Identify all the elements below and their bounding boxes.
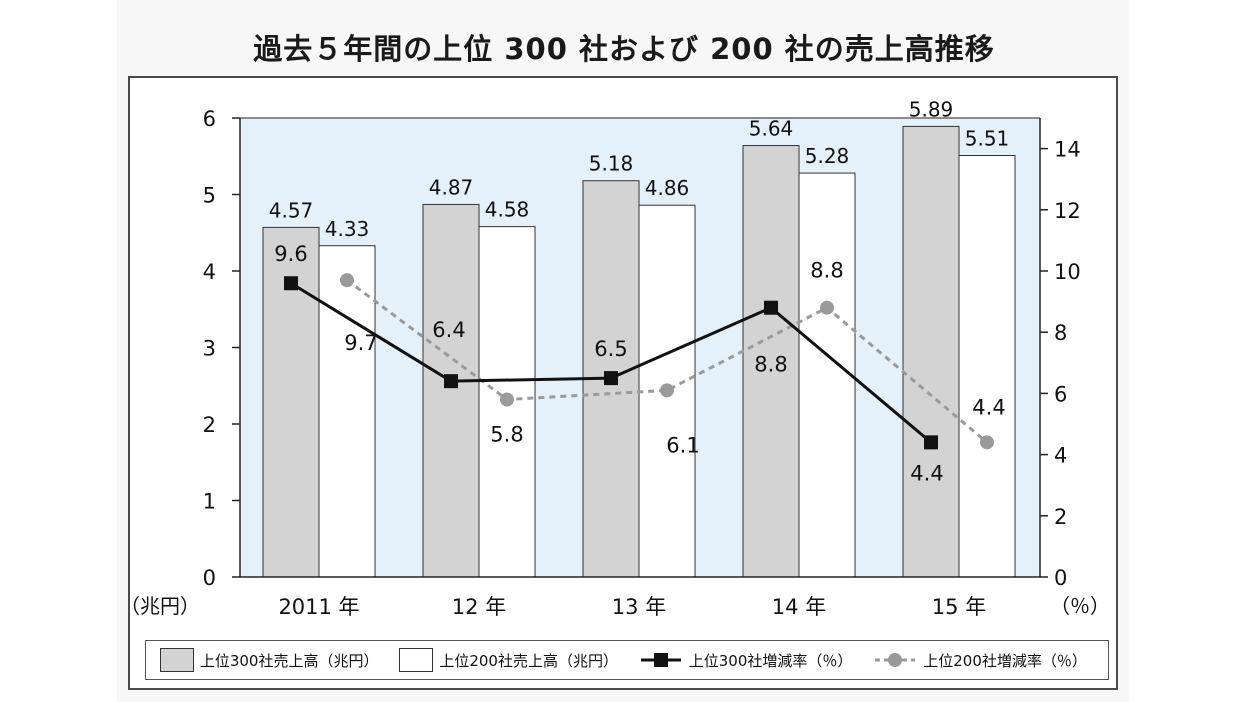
bar-label-top300: 5.64 [749, 117, 794, 141]
x-tick-label: 13 年 [612, 595, 666, 619]
left-tick-label: 2 [203, 413, 216, 437]
legend-item-top200-sales: 上位200社売上高（兆円） [399, 648, 618, 672]
labels-layer: 4.57 4.33 4.87 4.58 5.18 4.86 5.64 5.28 5.89 5.51… [269, 97, 1010, 485]
bar-label-top200: 4.58 [485, 198, 530, 222]
point-label-top300-growth: 9.6 [274, 242, 307, 266]
right-tick-label: 6 [1054, 382, 1067, 406]
bars-layer [262, 125, 1016, 578]
bar-label-top200: 5.51 [965, 126, 1010, 150]
left-axis-unit: （兆円） [120, 594, 200, 618]
right-axis-unit: （％） [1050, 594, 1110, 618]
x-tick-label: 15 年 [932, 595, 986, 619]
left-tick-label: 5 [203, 184, 216, 208]
left-tick-label: 3 [203, 337, 216, 361]
point-label-top200-growth: 4.4 [972, 395, 1005, 419]
x-tick-label: 12 年 [452, 595, 506, 619]
left-tick-label: 0 [203, 566, 216, 590]
right-tick-label: 10 [1054, 260, 1081, 284]
x-tick-label: 14 年 [772, 595, 826, 619]
point-top200-growth [820, 300, 834, 315]
right-tick-label: 4 [1054, 444, 1067, 468]
legend-item-top300-sales: 上位300社売上高（兆円） [160, 648, 379, 672]
bar-top200 [958, 154, 1016, 578]
right-tick-label: 12 [1054, 199, 1081, 223]
left-tick-label: 1 [203, 490, 216, 514]
bar-label-top200: 4.86 [645, 176, 690, 200]
legend: 上位300社売上高（兆円） 上位200社売上高（兆円） 上位300社増減率（％）… [145, 640, 1109, 680]
right-tick-label: 8 [1054, 321, 1067, 345]
bar-top300 [422, 203, 480, 578]
legend-swatch-dashed-line [875, 653, 916, 667]
legend-swatch-solid-line [640, 653, 681, 667]
bar-label-top200: 5.28 [805, 144, 850, 168]
legend-label: 上位200社売上高（兆円） [439, 651, 618, 670]
point-top300-growth [924, 435, 938, 450]
point-top300-growth [444, 374, 458, 389]
bar-label-top300: 4.57 [269, 198, 314, 222]
point-top200-growth [980, 435, 994, 450]
point-label-top300-growth: 4.4 [910, 461, 943, 485]
legend-item-top300-growth: 上位300社増減率（％） [639, 650, 852, 671]
right-tick-label: 2 [1054, 505, 1067, 529]
bar-label-top300: 5.18 [589, 152, 634, 176]
left-tick-label: 4 [203, 260, 216, 284]
bar-top300 [742, 145, 800, 578]
chart-title: 過去５年間の上位 300 社および 200 社の売上高推移 [253, 32, 995, 66]
right-tick-label: 0 [1054, 566, 1067, 590]
bar-top300 [902, 125, 960, 578]
point-top300-growth [764, 300, 778, 315]
point-top200-growth [340, 273, 354, 288]
point-label-top200-growth: 9.7 [344, 331, 377, 355]
bar-label-top200: 4.33 [325, 217, 370, 241]
left-tick-label: 6 [203, 107, 216, 131]
legend-label: 上位300社売上高（兆円） [199, 651, 379, 670]
legend-label: 上位300社増減率（％） [688, 651, 853, 670]
point-label-top200-growth: 6.1 [666, 433, 699, 457]
point-label-top300-growth: 6.5 [594, 337, 627, 361]
lines-layer [284, 273, 994, 450]
point-label-top200-growth: 5.8 [490, 423, 523, 447]
bar-label-top300: 5.89 [909, 97, 954, 121]
line-top200-growth [346, 278, 988, 444]
legend-swatch-white-bar [399, 648, 434, 672]
right-tick-label: 14 [1054, 138, 1081, 162]
point-label-top300-growth: 8.8 [754, 353, 787, 377]
point-top200-growth [660, 383, 674, 398]
legend-item-top200-growth: 上位200社増減率（％） [873, 650, 1087, 671]
point-top300-growth [284, 276, 298, 291]
point-top200-growth [500, 392, 514, 407]
point-label-top300-growth: 6.4 [432, 318, 465, 342]
bar-label-top300: 4.87 [429, 175, 474, 199]
point-top300-growth [604, 371, 618, 386]
bar-top200 [798, 172, 856, 578]
point-label-top200-growth: 8.8 [810, 259, 843, 283]
x-tick-label: 2011 年 [278, 595, 359, 619]
legend-swatch-gray-bar [160, 648, 194, 672]
legend-label: 上位200社増減率（％） [923, 651, 1087, 670]
